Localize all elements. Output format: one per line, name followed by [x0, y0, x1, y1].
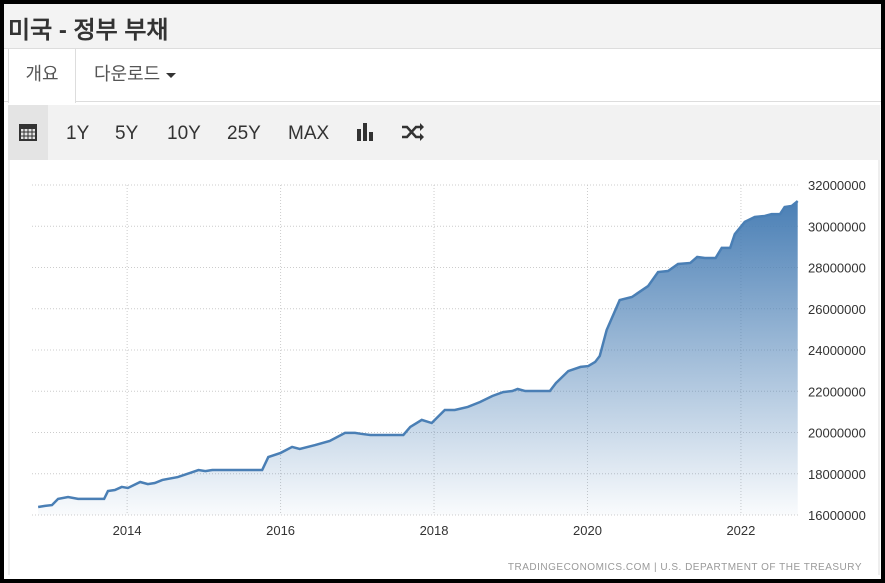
y-tick-label: 30000000: [808, 219, 866, 234]
range-button[interactable]: 25Y: [227, 123, 261, 144]
range-button[interactable]: 10Y: [167, 123, 201, 144]
y-tick-label: 18000000: [808, 467, 866, 482]
line: [37, 200, 799, 509]
calendar-button[interactable]: [8, 105, 48, 160]
title-bar: 미국 - 정부 부채: [4, 4, 881, 48]
source-credit: TRADINGECONOMICS.COM | U.S. DEPARTMENT O…: [508, 562, 862, 573]
x-tick-label: 2018: [420, 523, 449, 538]
tabs: 개요 다운로드: [4, 48, 881, 103]
x-tick-label: 2014: [113, 523, 142, 538]
y-tick-label: 16000000: [808, 508, 866, 523]
calendar-icon: [19, 124, 37, 141]
y-tick-label: 24000000: [808, 343, 866, 358]
x-tick-label: 2022: [726, 523, 755, 538]
range-button[interactable]: 5Y: [115, 123, 139, 144]
y-tick-label: 22000000: [808, 384, 866, 399]
x-tick-label: 2016: [266, 523, 295, 538]
shuffle-icon[interactable]: [401, 121, 425, 143]
y-tick-label: 26000000: [808, 302, 866, 317]
page-title: 미국 - 정부 부채: [8, 17, 169, 44]
toolbar: 1Y 5Y 10Y 25Y MAX: [8, 105, 880, 160]
range-button[interactable]: 1Y: [66, 123, 90, 144]
y-tick-label: 28000000: [808, 261, 866, 276]
tab[interactable]: 개요: [8, 49, 76, 103]
range-button[interactable]: MAX: [288, 123, 330, 144]
x-tick-label: 2020: [573, 523, 602, 538]
area: [38, 201, 798, 515]
y-tick-label: 32000000: [808, 178, 866, 193]
tab-dropdown[interactable]: 다운로드: [94, 49, 176, 102]
y-tick-label: 20000000: [808, 426, 866, 441]
bar-chart-icon[interactable]: [356, 121, 376, 143]
